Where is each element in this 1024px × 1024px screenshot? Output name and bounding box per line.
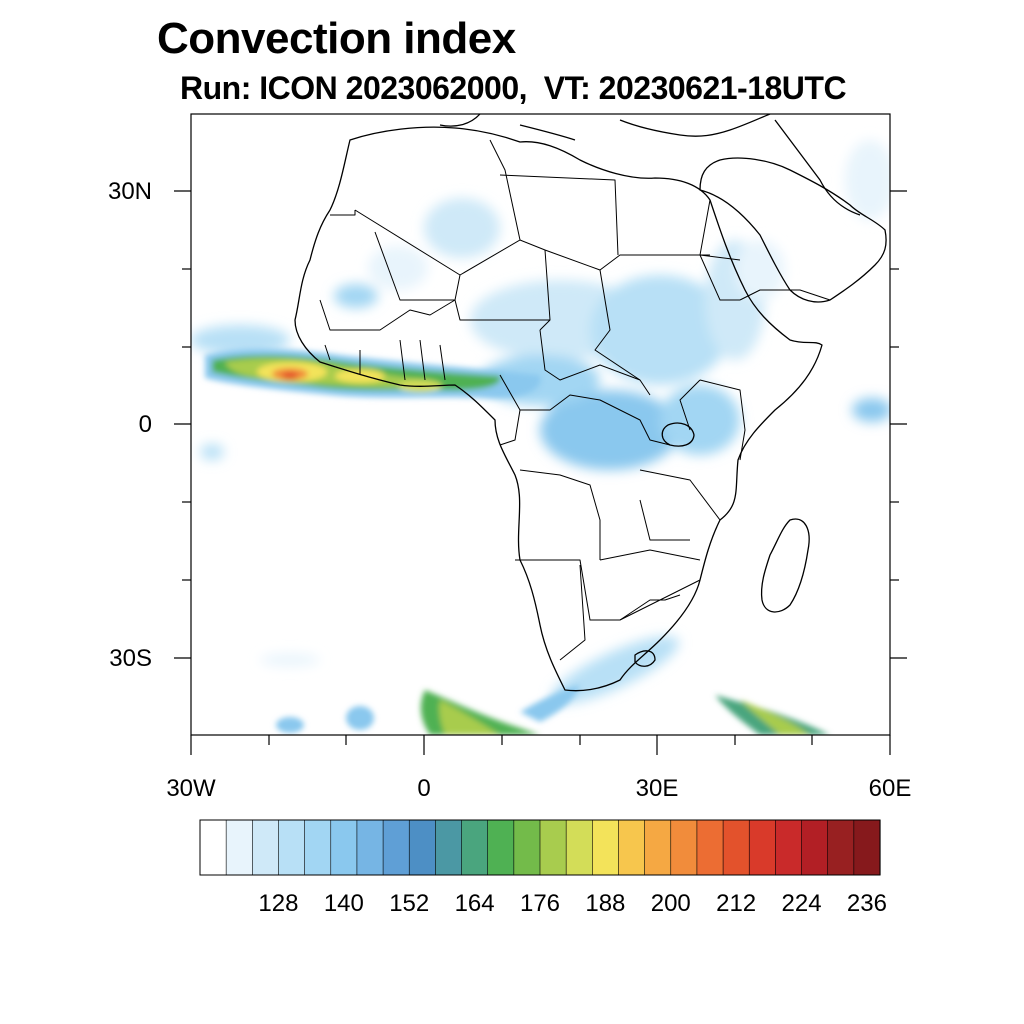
colorbar-tick-label: 128	[258, 890, 299, 917]
field-sudan-band	[590, 275, 730, 385]
field-southern-band-east-core	[740, 700, 810, 735]
southern-ocean-bands	[276, 685, 830, 735]
madagascar-coastline	[760, 518, 810, 613]
field-indian-ocean	[852, 398, 890, 422]
field-atlantic	[191, 325, 290, 355]
colorbar-swatch	[670, 819, 698, 876]
africa-coastline	[294, 126, 823, 692]
colorbar-tick-label: 176	[519, 890, 561, 917]
field-sahara-patch	[368, 246, 428, 290]
gulf-coastline	[774, 119, 861, 216]
colorbar-swatch	[513, 819, 541, 876]
colorbar-swatch	[408, 819, 436, 876]
colorbar-swatch	[696, 819, 724, 876]
colorbar-tick-label: 236	[846, 890, 887, 917]
mediterranean-coastline	[439, 114, 771, 141]
lat-label-30n: 30N	[107, 178, 152, 205]
field-band-red	[282, 372, 298, 380]
field-south-atlantic-spot	[346, 706, 374, 730]
colorbar-swatch	[827, 819, 855, 876]
colorbar-swatch	[748, 819, 776, 876]
colorbar-swatch	[199, 819, 227, 876]
colorbar-swatch	[435, 819, 463, 876]
colorbar-tick-label: 224	[781, 890, 822, 917]
lon-label-60e: 60E	[868, 775, 912, 802]
field-south-africa	[551, 636, 679, 704]
colorbar-swatch	[330, 819, 358, 876]
colorbar-swatch	[252, 819, 280, 876]
chart-subtitle: Run: ICON 2023062000, VT: 20230621-18UTC	[180, 70, 847, 106]
field-southern-band-mid	[520, 685, 580, 722]
lat-label-0: 0	[138, 411, 152, 438]
colorbar-swatch	[565, 819, 593, 876]
colorbar-swatch	[722, 819, 750, 876]
lon-label-30e: 30E	[635, 775, 679, 802]
map-background	[191, 114, 890, 735]
lon-label-0: 0	[417, 775, 431, 802]
field-red-sea	[735, 240, 785, 300]
field-great-lakes	[660, 385, 740, 455]
colorbar-swatch	[487, 819, 515, 876]
field-southern-band-west-core	[439, 700, 500, 735]
colorbar-outline	[199, 819, 881, 876]
colorbar-swatch	[775, 819, 803, 876]
colorbar-tick-label: 212	[716, 890, 757, 917]
field-arabia	[845, 140, 890, 220]
colorbar-tick-label: 200	[650, 890, 691, 917]
colorbar-swatch	[618, 819, 646, 876]
colorbar-tick-label: 152	[389, 890, 430, 917]
lon-label-30w: 30W	[166, 775, 216, 802]
colorbar-swatch	[644, 819, 672, 876]
chart-title: Convection index	[157, 14, 516, 63]
lesotho-border	[634, 650, 656, 667]
colorbar	[199, 819, 881, 876]
map-ticks	[174, 190, 907, 755]
colorbar-swatch	[801, 819, 829, 876]
colorbar-swatch	[356, 819, 384, 876]
coastlines	[294, 114, 887, 692]
colorbar-swatch	[853, 819, 881, 876]
colorbar-swatch	[592, 819, 620, 876]
country-borders	[319, 139, 831, 661]
colorbar-swatch	[461, 819, 489, 876]
lat-label-30s: 30S	[109, 645, 152, 672]
colorbar-swatch	[382, 819, 410, 876]
light-blue-areas	[191, 140, 890, 704]
field-sahara-patch	[424, 198, 500, 258]
arabia-coastline	[699, 157, 887, 303]
colorbar-tick-label: 188	[585, 890, 626, 917]
field-central-africa	[540, 390, 680, 470]
field-south-atlantic	[260, 654, 320, 666]
field-south-atlantic-spot	[276, 717, 304, 733]
field-atlantic-spot	[200, 444, 224, 460]
field-band-yellow	[335, 369, 385, 383]
colorbar-tick-label: 164	[454, 890, 495, 917]
field-mauritania-patch	[334, 284, 378, 308]
colorbar-swatch	[225, 819, 253, 876]
colorbar-swatch	[304, 819, 332, 876]
lake-victoria	[661, 422, 695, 447]
convection-field	[191, 140, 890, 735]
colorbar-tick-label: 140	[323, 890, 364, 917]
colorbar-swatch	[278, 819, 306, 876]
colorbar-swatch	[539, 819, 567, 876]
